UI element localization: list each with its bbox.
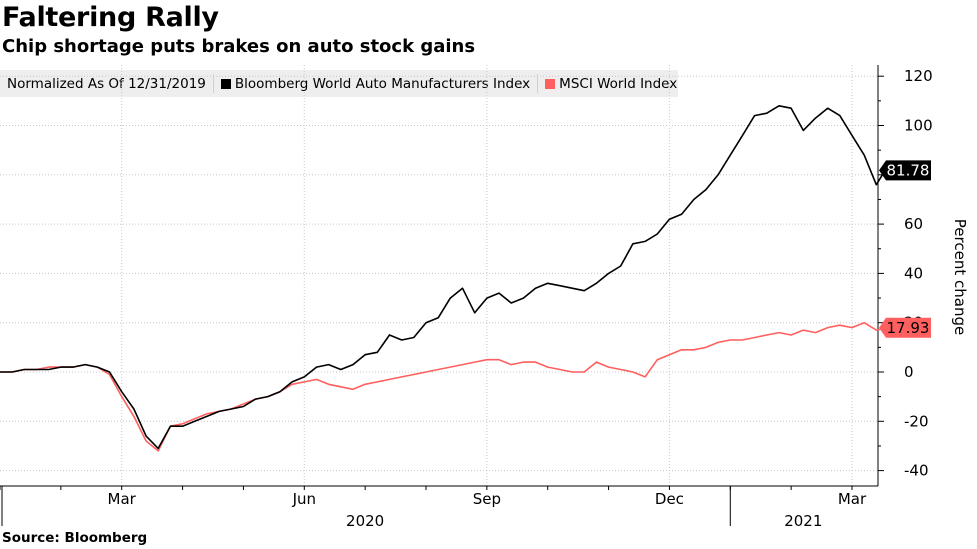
x-tick-label: Dec bbox=[655, 490, 684, 508]
y-tick-label: 40 bbox=[904, 264, 923, 282]
auto-last-value-badge: 81.78 bbox=[879, 160, 931, 181]
badge-value: 81.78 bbox=[887, 161, 930, 179]
msci-last-value-badge: 17.93 bbox=[879, 317, 931, 338]
legend-note: Normalized As Of 12/31/2019 bbox=[0, 74, 214, 93]
y-axis: 120100806040200-20-40 bbox=[877, 65, 933, 486]
legend-swatch-auto bbox=[220, 78, 231, 89]
x-tick-label: Mar bbox=[108, 490, 137, 508]
gridlines bbox=[0, 65, 878, 486]
x-axis: Mar Jun Sep Dec Mar 2020 2021 bbox=[0, 485, 878, 530]
chart-subtitle: Chip shortage puts brakes on auto stock … bbox=[2, 36, 476, 57]
legend-note-label: Normalized As Of 12/31/2019 bbox=[7, 75, 206, 92]
x-tick-label: Mar bbox=[838, 490, 867, 508]
msci-index-line bbox=[0, 321, 901, 452]
y-tick-label: 100 bbox=[904, 117, 933, 135]
badge-shape bbox=[879, 160, 931, 181]
y-tick-label: 0 bbox=[904, 363, 914, 381]
x-year-label: 2021 bbox=[784, 512, 822, 530]
legend-entry-msci: MSCI World Index bbox=[538, 74, 684, 93]
x-tick-label: Jun bbox=[292, 490, 316, 508]
y-axis-title: Percent change bbox=[951, 219, 969, 335]
legend-swatch-msci bbox=[545, 78, 556, 89]
y-tick-label: -20 bbox=[904, 412, 929, 430]
y-tick-label: -40 bbox=[904, 462, 929, 480]
legend-label-auto: Bloomberg World Auto Manufacturers Index bbox=[234, 75, 531, 92]
auto-index-line bbox=[0, 105, 902, 450]
legend-label-msci: MSCI World Index bbox=[559, 75, 678, 92]
series-lines bbox=[0, 105, 902, 452]
badge-value: 17.93 bbox=[887, 319, 930, 337]
badge-shape bbox=[879, 317, 931, 338]
x-tick-label: Sep bbox=[473, 490, 501, 508]
last-value-labels: 17.93 81.78 bbox=[879, 160, 931, 338]
y-tick-label: 60 bbox=[904, 215, 923, 233]
source-note: Source: Bloomberg bbox=[2, 530, 148, 546]
legend: Normalized As Of 12/31/2019 Bloomberg Wo… bbox=[0, 70, 678, 97]
y-tick-label: 120 bbox=[904, 67, 933, 85]
legend-entry-auto: Bloomberg World Auto Manufacturers Index bbox=[214, 74, 539, 93]
chart-title: Faltering Rally bbox=[2, 2, 219, 33]
x-year-label: 2020 bbox=[346, 512, 384, 530]
